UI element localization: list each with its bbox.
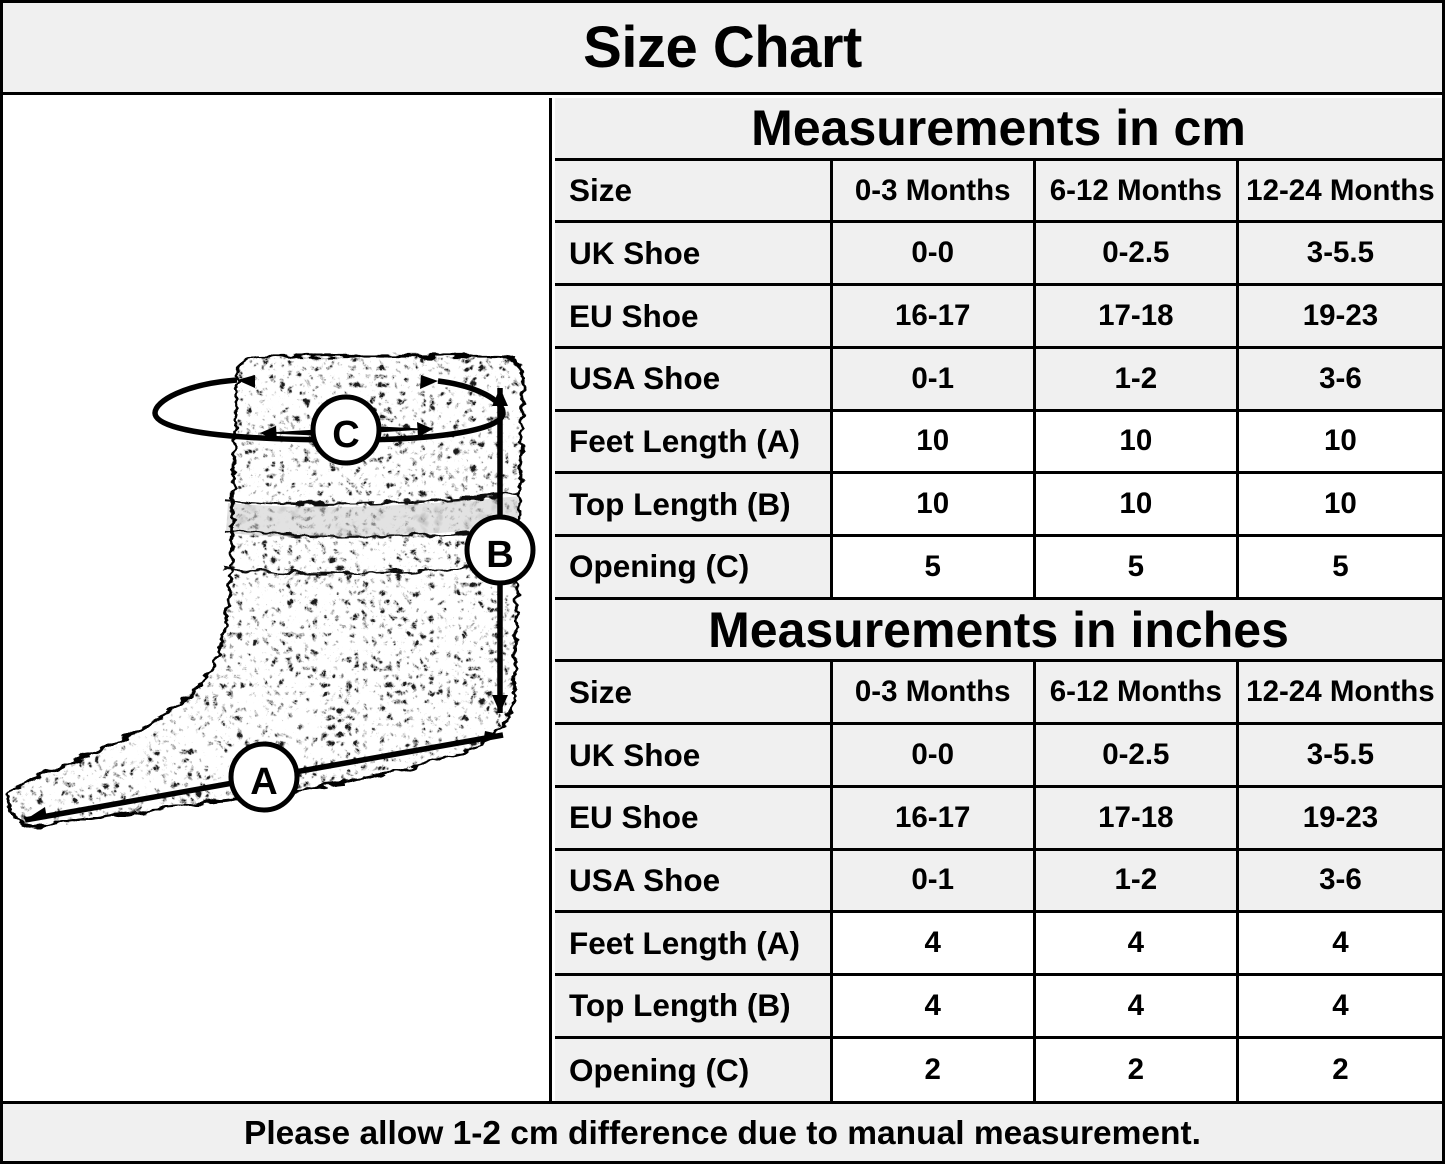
svg-text:B: B: [486, 534, 513, 576]
svg-text:A: A: [250, 761, 277, 803]
svg-text:C: C: [332, 414, 359, 456]
